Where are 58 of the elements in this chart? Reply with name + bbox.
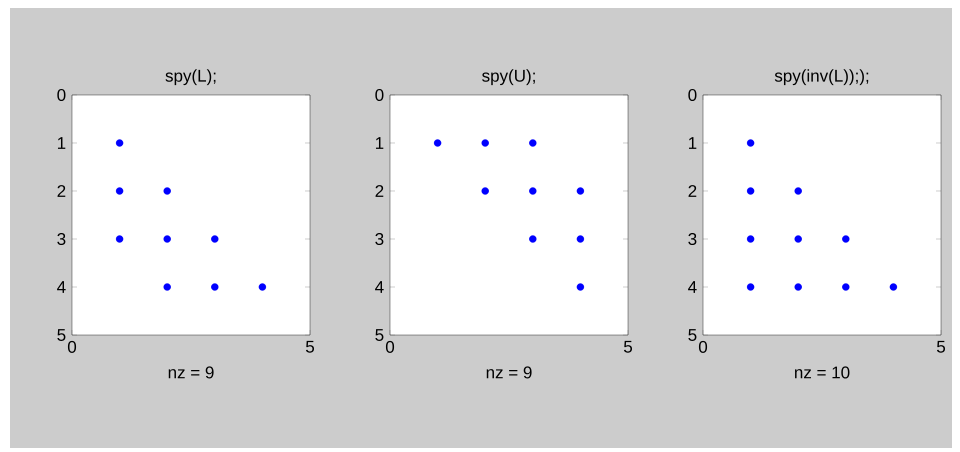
y-tick-label: 5 [57, 329, 66, 341]
x-axis-title: nz = 9 [168, 366, 214, 378]
point [258, 283, 266, 291]
point [434, 139, 442, 147]
point [794, 187, 802, 195]
y-tick-label: 3 [688, 232, 696, 246]
x-tick-label: 0 [386, 340, 394, 353]
y-tick-label: 5 [375, 329, 384, 341]
point [211, 283, 218, 291]
chart-title: spy(L); [165, 69, 216, 86]
point [794, 283, 802, 291]
x-tick-label: 5 [624, 340, 632, 353]
x-tick-label: 5 [936, 340, 946, 353]
point [890, 283, 898, 291]
point [794, 235, 802, 243]
x-axis-title: nz = 10 [795, 366, 850, 378]
x-tick-label: 0 [698, 340, 708, 353]
chart-title: spy(inv(L));); [774, 69, 868, 86]
point [842, 283, 850, 291]
y-tick-label: 2 [58, 185, 66, 197]
point [746, 139, 754, 147]
y-tick-label: 3 [375, 232, 384, 246]
x-tick-label: 5 [306, 340, 314, 353]
y-tick-label: 1 [58, 137, 66, 149]
point [116, 187, 124, 195]
point [164, 187, 171, 195]
y-tick-label: 2 [688, 185, 696, 197]
y-tick-label: 0 [57, 88, 66, 102]
point [482, 139, 489, 147]
point [746, 187, 754, 195]
x-tick-label: 0 [68, 340, 76, 353]
y-tick-label: 3 [57, 232, 66, 246]
point [842, 235, 850, 243]
point [164, 235, 171, 243]
point [746, 235, 754, 243]
point [116, 139, 124, 147]
y-tick-label: 1 [376, 137, 384, 149]
y-tick-label: 4 [375, 281, 384, 293]
point [529, 235, 537, 243]
x-axis-title: nz = 9 [486, 366, 532, 378]
point [576, 187, 584, 195]
point [576, 235, 584, 243]
y-tick-label: 5 [688, 329, 696, 341]
y-tick-label: 1 [688, 137, 696, 149]
point [164, 283, 171, 291]
y-tick-label: 0 [688, 88, 696, 102]
point [746, 283, 754, 291]
point [482, 187, 489, 195]
y-tick-label: 4 [688, 281, 697, 293]
y-tick-label: 0 [375, 88, 384, 102]
point [529, 187, 537, 195]
point [211, 235, 218, 243]
chart-title: spy(U); [482, 69, 535, 86]
point [529, 139, 537, 147]
point [116, 235, 124, 243]
y-tick-label: 2 [376, 185, 384, 197]
y-tick-label: 4 [57, 281, 66, 293]
point [576, 283, 584, 291]
